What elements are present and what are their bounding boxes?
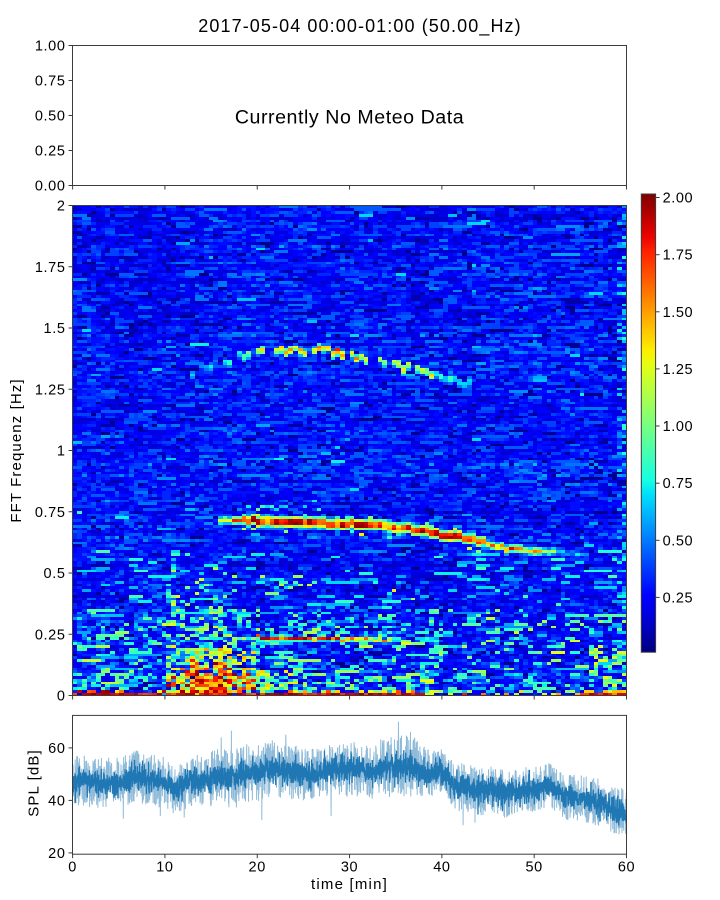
svg-text:0.00: 0.00 [35,179,66,195]
svg-text:1.25: 1.25 [663,362,694,378]
svg-text:0.25: 0.25 [35,627,66,643]
svg-text:2: 2 [57,199,66,215]
svg-text:0: 0 [57,689,66,705]
svg-text:1.00: 1.00 [35,39,66,55]
svg-text:60: 60 [618,860,635,876]
svg-text:2.00: 2.00 [663,191,694,207]
svg-text:time [min]: time [min] [311,876,388,893]
svg-text:20: 20 [48,846,65,862]
svg-text:0.75: 0.75 [35,505,66,521]
svg-text:0.50: 0.50 [35,109,66,125]
svg-text:1.75: 1.75 [663,248,694,264]
svg-text:20: 20 [249,860,266,876]
svg-text:Currently No Meteo Data: Currently No Meteo Data [235,106,464,128]
svg-text:50: 50 [526,860,543,876]
svg-text:40: 40 [433,860,450,876]
svg-text:0.25: 0.25 [35,144,66,160]
svg-text:0.25: 0.25 [663,590,694,606]
svg-text:30: 30 [341,860,358,876]
svg-text:2017-05-04 00:00-01:00 (50.00_: 2017-05-04 00:00-01:00 (50.00_Hz) [198,16,522,37]
svg-text:FFT Frequenz [Hz]: FFT Frequenz [Hz] [8,378,25,522]
svg-text:0: 0 [68,860,77,876]
svg-text:1: 1 [57,444,66,460]
svg-text:SPL [dB]: SPL [dB] [26,749,43,816]
svg-text:1.75: 1.75 [35,260,66,276]
svg-text:0.75: 0.75 [663,476,694,492]
svg-text:1.00: 1.00 [663,419,694,435]
svg-text:0.5: 0.5 [44,566,66,582]
svg-text:10: 10 [156,860,173,876]
svg-text:1.25: 1.25 [35,382,66,398]
svg-text:0.50: 0.50 [663,533,694,549]
svg-text:0.75: 0.75 [35,74,66,90]
svg-text:1.50: 1.50 [663,305,694,321]
svg-text:60: 60 [48,741,65,757]
svg-text:40: 40 [48,793,65,809]
svg-text:1.5: 1.5 [44,321,66,337]
